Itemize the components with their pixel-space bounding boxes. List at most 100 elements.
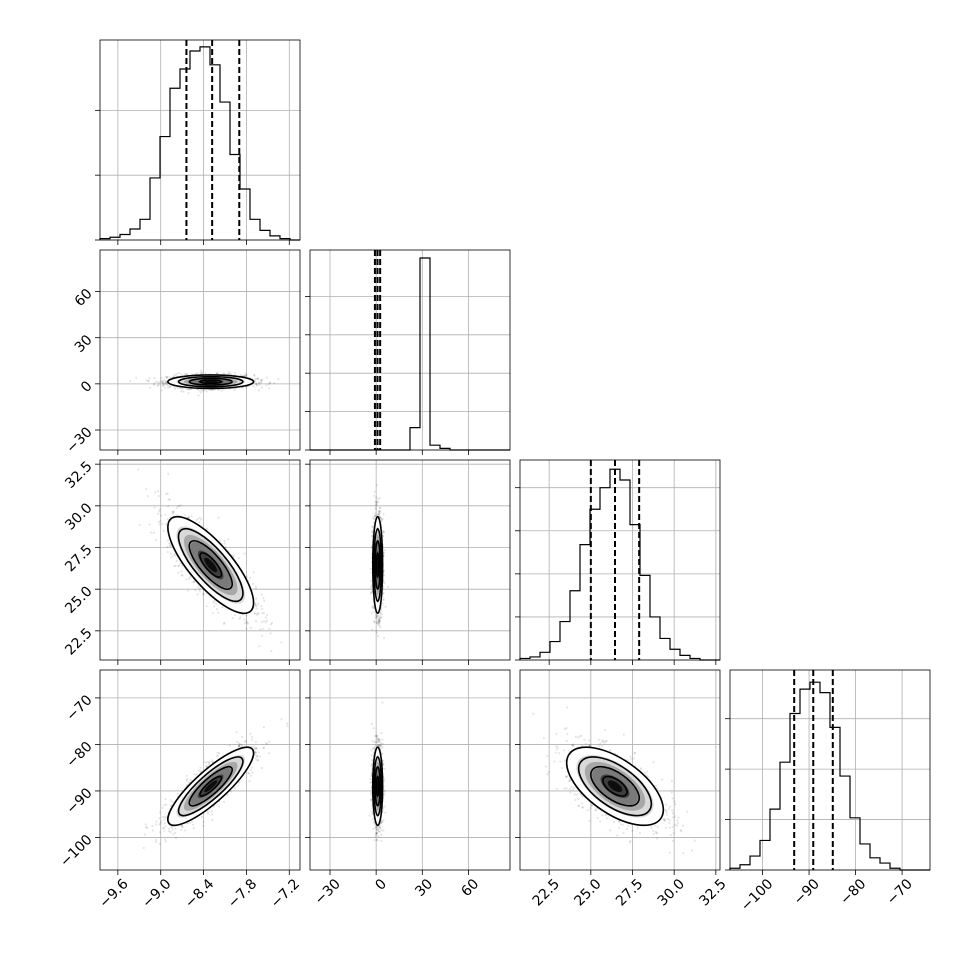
sample-point bbox=[378, 620, 381, 623]
sample-point bbox=[177, 564, 180, 568]
sample-point bbox=[223, 539, 226, 543]
sample-point bbox=[383, 582, 386, 585]
sample-point bbox=[253, 380, 256, 383]
sample-point bbox=[166, 384, 169, 387]
density-contour bbox=[167, 515, 255, 615]
sample-point bbox=[239, 616, 242, 619]
sample-point bbox=[173, 374, 176, 377]
sample-point bbox=[187, 516, 191, 519]
histogram-step-3 bbox=[729, 681, 930, 871]
sample-point bbox=[237, 742, 241, 745]
sample-point bbox=[205, 605, 208, 608]
sample-point bbox=[166, 375, 169, 379]
sample-point bbox=[211, 818, 214, 821]
sample-point bbox=[260, 380, 263, 383]
density-shade bbox=[204, 380, 218, 383]
sample-point bbox=[228, 372, 232, 375]
panel-content bbox=[137, 468, 283, 653]
sample-point bbox=[174, 554, 177, 557]
density-contour bbox=[199, 379, 223, 385]
sample-point bbox=[190, 515, 193, 518]
sample-point bbox=[216, 371, 219, 375]
sample-point bbox=[261, 627, 264, 630]
sample-point bbox=[369, 591, 373, 594]
sample-point bbox=[378, 619, 381, 623]
sample-point bbox=[148, 386, 152, 389]
sample-point bbox=[174, 387, 177, 390]
sample-point bbox=[161, 382, 165, 385]
sample-point bbox=[218, 539, 221, 543]
sample-point bbox=[258, 755, 261, 758]
sample-point bbox=[165, 383, 169, 386]
sample-point bbox=[185, 774, 188, 777]
panel-frame bbox=[99, 249, 301, 451]
sample-point bbox=[371, 534, 374, 537]
sample-point bbox=[154, 538, 158, 542]
sample-point bbox=[375, 629, 378, 632]
sample-point bbox=[243, 622, 247, 625]
sample-point bbox=[203, 760, 206, 764]
sample-point bbox=[377, 617, 380, 620]
sample-point bbox=[165, 803, 168, 806]
sample-point bbox=[184, 372, 187, 375]
sample-point bbox=[245, 374, 248, 377]
sample-point bbox=[260, 593, 263, 596]
sample-point bbox=[138, 524, 141, 527]
sample-point bbox=[180, 390, 183, 393]
sample-point bbox=[164, 840, 167, 843]
sample-point bbox=[377, 618, 381, 621]
sample-point bbox=[195, 519, 198, 522]
sample-point bbox=[146, 495, 149, 498]
sample-point bbox=[378, 618, 381, 621]
sample-point bbox=[253, 747, 256, 750]
sample-point bbox=[266, 614, 269, 617]
sample-point bbox=[245, 620, 248, 623]
sample-point bbox=[172, 510, 175, 513]
sample-point bbox=[252, 373, 256, 376]
sample-point bbox=[165, 492, 168, 496]
sample-point bbox=[169, 544, 172, 547]
sample-point bbox=[161, 384, 164, 388]
panel-content bbox=[369, 484, 390, 640]
sample-point bbox=[375, 500, 378, 503]
sample-point bbox=[377, 512, 381, 516]
histogram-step-0 bbox=[99, 46, 300, 241]
sample-point bbox=[378, 616, 382, 619]
sample-point bbox=[257, 389, 260, 392]
sample-point bbox=[173, 552, 176, 556]
sample-point bbox=[262, 597, 265, 600]
sample-point bbox=[160, 376, 163, 380]
sample-point bbox=[380, 613, 384, 616]
sample-point bbox=[268, 627, 271, 631]
sample-point bbox=[166, 518, 169, 521]
sample-point bbox=[223, 621, 226, 624]
sample-point bbox=[256, 377, 259, 381]
sample-point bbox=[177, 372, 181, 375]
sample-point bbox=[216, 751, 219, 754]
sample-point bbox=[237, 744, 241, 747]
sample-point bbox=[202, 592, 205, 595]
sample-point bbox=[214, 602, 218, 605]
sample-point bbox=[379, 516, 383, 520]
density-contour bbox=[188, 377, 233, 386]
scatter-panel-1-0 bbox=[95, 249, 301, 455]
sample-point bbox=[248, 780, 251, 783]
sample-point bbox=[187, 388, 190, 391]
sample-point bbox=[375, 484, 378, 487]
sample-point bbox=[269, 632, 272, 635]
sample-point bbox=[257, 602, 260, 605]
sample-point bbox=[153, 376, 156, 380]
sample-point bbox=[183, 514, 186, 517]
sample-point bbox=[252, 571, 255, 574]
sample-point bbox=[259, 381, 263, 384]
sample-point bbox=[247, 772, 251, 775]
sample-point bbox=[166, 492, 169, 495]
sample-point bbox=[378, 510, 381, 513]
sample-point bbox=[168, 376, 172, 379]
sample-point bbox=[374, 500, 377, 503]
sample-point bbox=[185, 387, 188, 391]
sample-point bbox=[227, 538, 230, 541]
sample-point bbox=[205, 761, 208, 764]
sample-point bbox=[375, 502, 378, 505]
sample-point bbox=[181, 387, 184, 390]
